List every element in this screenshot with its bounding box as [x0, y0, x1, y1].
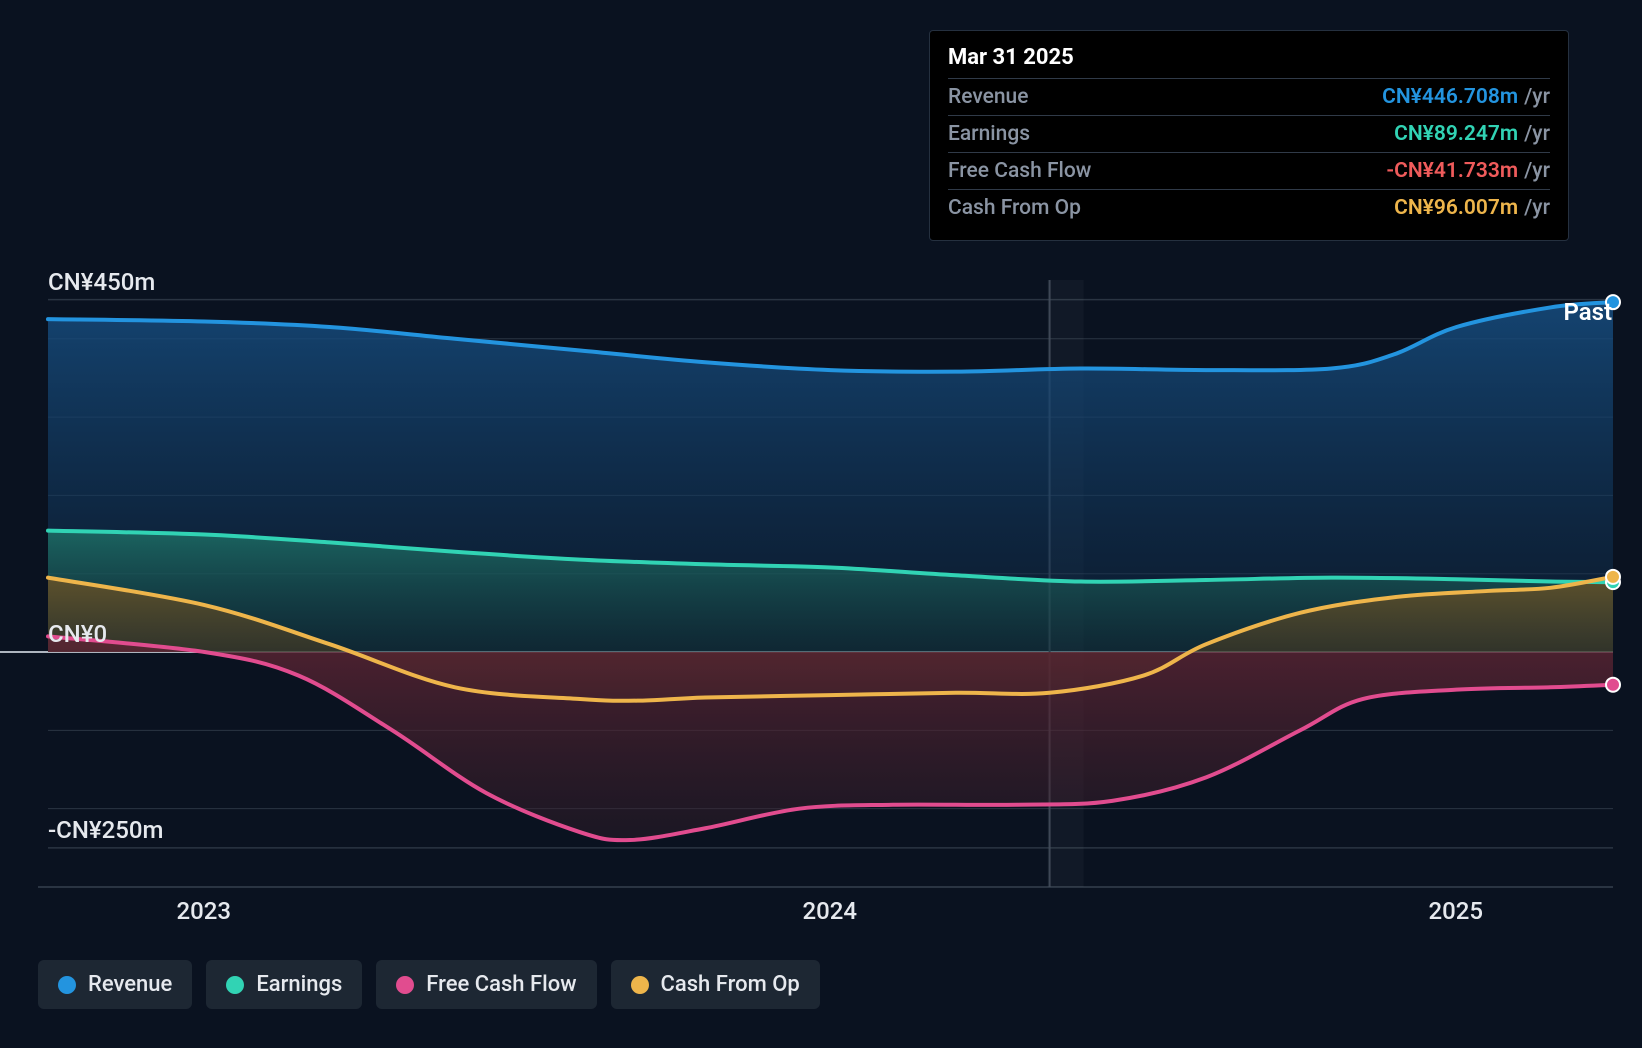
legend-item[interactable]: Free Cash Flow	[376, 960, 596, 1009]
tooltip-row-label: Revenue	[948, 85, 1028, 109]
hover-tooltip: Mar 31 2025 RevenueCN¥446.708m/yrEarning…	[929, 30, 1569, 241]
tooltip-row-label: Earnings	[948, 122, 1030, 146]
ytick-label: CN¥450m	[48, 268, 155, 296]
legend-item[interactable]: Cash From Op	[611, 960, 820, 1009]
tooltip-row: Free Cash Flow -CN¥41.733m/yr	[948, 152, 1550, 189]
legend-swatch	[58, 976, 76, 994]
tooltip-row-unit: /yr	[1524, 196, 1550, 220]
tooltip-row-value: CN¥89.247m	[1394, 122, 1518, 146]
ytick-label: CN¥0	[48, 620, 107, 648]
legend-swatch	[226, 976, 244, 994]
tooltip-row: Earnings CN¥89.247m/yr	[948, 115, 1550, 152]
tooltip-row-unit: /yr	[1524, 122, 1550, 146]
tooltip-title: Mar 31 2025	[948, 45, 1550, 78]
legend: Revenue Earnings Free Cash Flow Cash From O…	[38, 960, 820, 1009]
tooltip-row-value: CN¥96.007m	[1394, 196, 1518, 220]
end-marker-free_cash_flow	[1606, 678, 1620, 692]
financials-chart: CN¥450m CN¥0 -CN¥250m 2023 2024 2025 Past Ma…	[0, 0, 1642, 1048]
end-marker-cash_from_op	[1606, 570, 1620, 584]
legend-item[interactable]: Revenue	[38, 960, 192, 1009]
legend-label: Cash From Op	[661, 972, 800, 997]
xtick-label: 2025	[1429, 897, 1484, 925]
xtick-label: 2023	[177, 897, 232, 925]
xtick-label: 2024	[803, 897, 858, 925]
legend-label: Free Cash Flow	[426, 972, 576, 997]
past-label: Past	[1563, 298, 1612, 326]
tooltip-row-label: Free Cash Flow	[948, 159, 1091, 183]
tooltip-row-value: -CN¥41.733m	[1386, 159, 1518, 183]
ytick-label: -CN¥250m	[48, 816, 163, 844]
legend-swatch	[631, 976, 649, 994]
legend-swatch	[396, 976, 414, 994]
legend-item[interactable]: Earnings	[206, 960, 362, 1009]
tooltip-row-unit: /yr	[1524, 159, 1550, 183]
tooltip-row-unit: /yr	[1524, 85, 1550, 109]
legend-label: Earnings	[256, 972, 342, 997]
tooltip-row: Cash From Op CN¥96.007m/yr	[948, 189, 1550, 226]
tooltip-row-value: CN¥446.708m	[1382, 85, 1518, 109]
tooltip-row: Revenue CN¥446.708m/yr	[948, 78, 1550, 115]
legend-label: Revenue	[88, 972, 172, 997]
area-free_cash_flow	[48, 636, 1613, 840]
tooltip-row-label: Cash From Op	[948, 196, 1081, 220]
